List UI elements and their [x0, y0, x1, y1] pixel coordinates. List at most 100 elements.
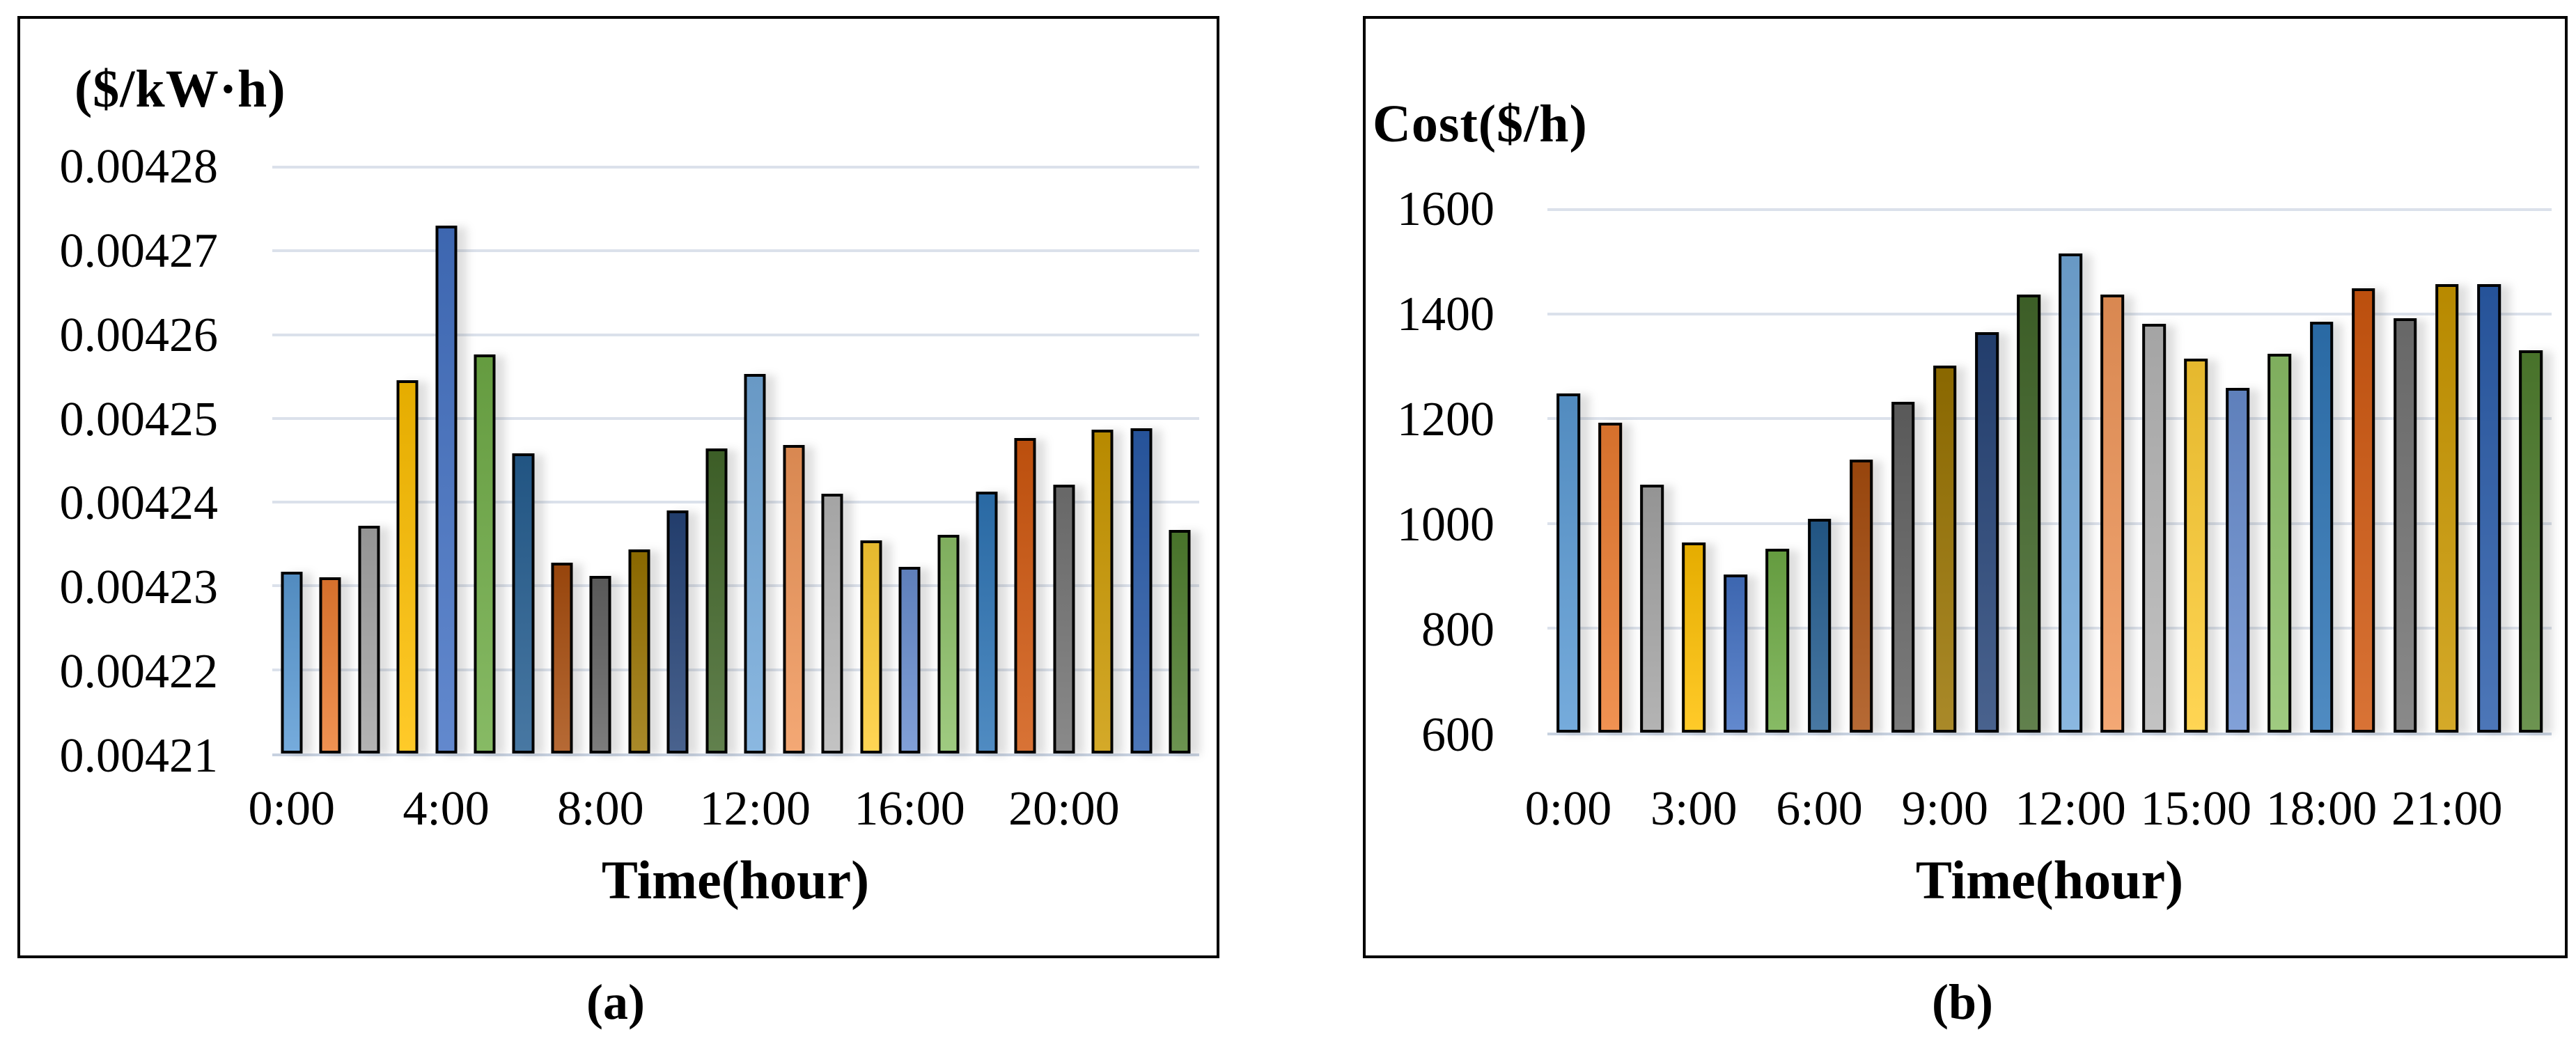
bar-14:00	[2142, 324, 2167, 733]
y-tick-label: 1000	[1397, 498, 1494, 552]
bar-1:00	[319, 577, 341, 753]
bar-13:00	[783, 445, 805, 753]
y-axis-title: Cost($/h)	[1373, 95, 1588, 153]
x-tick-label: 12:00	[2015, 782, 2126, 836]
y-tick-label: 600	[1421, 708, 1494, 762]
x-tick-label: 18:00	[2265, 782, 2378, 836]
gridline	[272, 416, 1199, 420]
y-tick-label: 1200	[1397, 393, 1494, 446]
y-axis-title: ($/kW·h)	[75, 60, 286, 118]
x-tick-label: 21:00	[2391, 782, 2503, 836]
gridline	[272, 166, 1199, 169]
gridline	[272, 501, 1199, 504]
bar-7:00	[1849, 459, 1873, 733]
bar-6:00	[512, 453, 534, 753]
bar-8:00	[1891, 402, 1915, 733]
x-tick-label: 3:00	[1650, 782, 1738, 836]
y-tick-label: 0.00421	[59, 729, 219, 783]
plot-area	[272, 166, 1199, 756]
gridline	[1547, 522, 2552, 525]
gridline	[1547, 208, 2552, 211]
y-tick-label: 0.00428	[59, 140, 219, 194]
bar-2:00	[1640, 485, 1664, 733]
bar-7:00	[551, 562, 573, 753]
bar-0:00	[281, 571, 303, 753]
bar-9:00	[628, 549, 650, 753]
x-tick-label: 0:00	[248, 782, 335, 836]
x-axis-title: Time(hour)	[1915, 850, 2184, 910]
bar-3:00	[1682, 542, 1706, 733]
x-tick-label: 9:00	[1901, 782, 1989, 836]
bar-21:00	[1091, 429, 1114, 753]
bar-13:00	[2100, 294, 2124, 733]
bar-15:00	[860, 540, 882, 753]
bar-0:00	[1556, 393, 1580, 733]
y-tick-label: 1400	[1397, 288, 1494, 341]
bar-12:00	[2059, 253, 2082, 733]
y-tick-label: 0.00423	[59, 561, 219, 615]
chart-panel-b: Cost($/h) 600 800 1000 1200 1400 1600 0:00 3:0…	[1363, 16, 2568, 958]
y-tick-labels: 600 800 1000 1200 1400 1600	[1366, 185, 1494, 760]
bar-1:00	[1598, 422, 1622, 733]
y-tick-label: 1600	[1397, 182, 1494, 236]
gridline	[1547, 626, 2552, 630]
x-tick-label: 6:00	[1776, 782, 1863, 836]
gridline	[1547, 417, 2552, 421]
bar-11:00	[2017, 294, 2040, 733]
bar-22:00	[1130, 428, 1153, 753]
bar-10:00	[666, 510, 689, 753]
gridline	[272, 249, 1199, 253]
y-tick-label: 0.00425	[59, 392, 219, 446]
gridline	[272, 584, 1199, 588]
x-tick-label: 4:00	[403, 782, 490, 836]
bar-17:00	[937, 535, 960, 753]
y-tick-label: 0.00424	[59, 476, 219, 531]
bar-9:00	[1933, 365, 1957, 733]
bar-14:00	[821, 494, 843, 753]
bar-4:00	[1724, 575, 1748, 733]
gridline	[1547, 313, 2552, 316]
y-tick-label: 0.00422	[59, 645, 219, 699]
bar-22:00	[2477, 283, 2501, 733]
bar-19:00	[2351, 288, 2375, 733]
chart-panel-a: ($/kW·h) 0.00421 0.00422 0.00423 0.00424 0.0…	[17, 16, 1219, 958]
y-tick-label: 0.00426	[59, 308, 219, 362]
x-tick-label: 20:00	[1008, 782, 1120, 836]
bar-12:00	[744, 374, 766, 753]
caption-a: (a)	[586, 974, 645, 1030]
bar-20:00	[1053, 484, 1075, 753]
bar-3:00	[396, 380, 419, 753]
bar-5:00	[1765, 549, 1790, 733]
x-tick-label: 15:00	[2140, 782, 2252, 836]
bar-16:00	[2226, 388, 2250, 733]
gridline	[272, 333, 1199, 336]
bar-11:00	[705, 448, 728, 753]
y-tick-label: 0.00427	[59, 224, 219, 278]
bar-18:00	[2309, 322, 2334, 733]
x-tick-labels: 0:00 4:00 8:00 12:00 16:00 20:00	[248, 782, 1199, 841]
bar-5:00	[474, 354, 496, 753]
x-tick-label: 12:00	[699, 782, 811, 836]
x-tick-label: 0:00	[1524, 782, 1612, 836]
bar-4:00	[435, 226, 458, 753]
bar-17:00	[2267, 353, 2292, 733]
bar-16:00	[898, 566, 921, 753]
bar-20:00	[2393, 318, 2417, 733]
bar-2:00	[358, 525, 380, 753]
bar-19:00	[1014, 437, 1036, 753]
gridline	[272, 668, 1199, 671]
x-tick-labels: 0:00 3:00 6:00 9:00 12:00 15:00 18:00 21:00	[1525, 782, 2552, 841]
bar-18:00	[976, 491, 998, 753]
x-axis-title: Time(hour)	[601, 850, 870, 910]
plot-area	[1547, 208, 2552, 735]
bar-6:00	[1807, 518, 1832, 733]
bar-23:00	[2519, 350, 2543, 733]
bar-10:00	[1975, 331, 1999, 733]
bar-21:00	[2435, 284, 2459, 733]
x-tick-label: 16:00	[854, 782, 965, 836]
y-tick-label: 800	[1421, 603, 1494, 657]
bar-23:00	[1169, 529, 1191, 753]
caption-b: (b)	[1932, 974, 1993, 1030]
bar-8:00	[589, 576, 611, 753]
x-tick-label: 8:00	[557, 782, 644, 836]
